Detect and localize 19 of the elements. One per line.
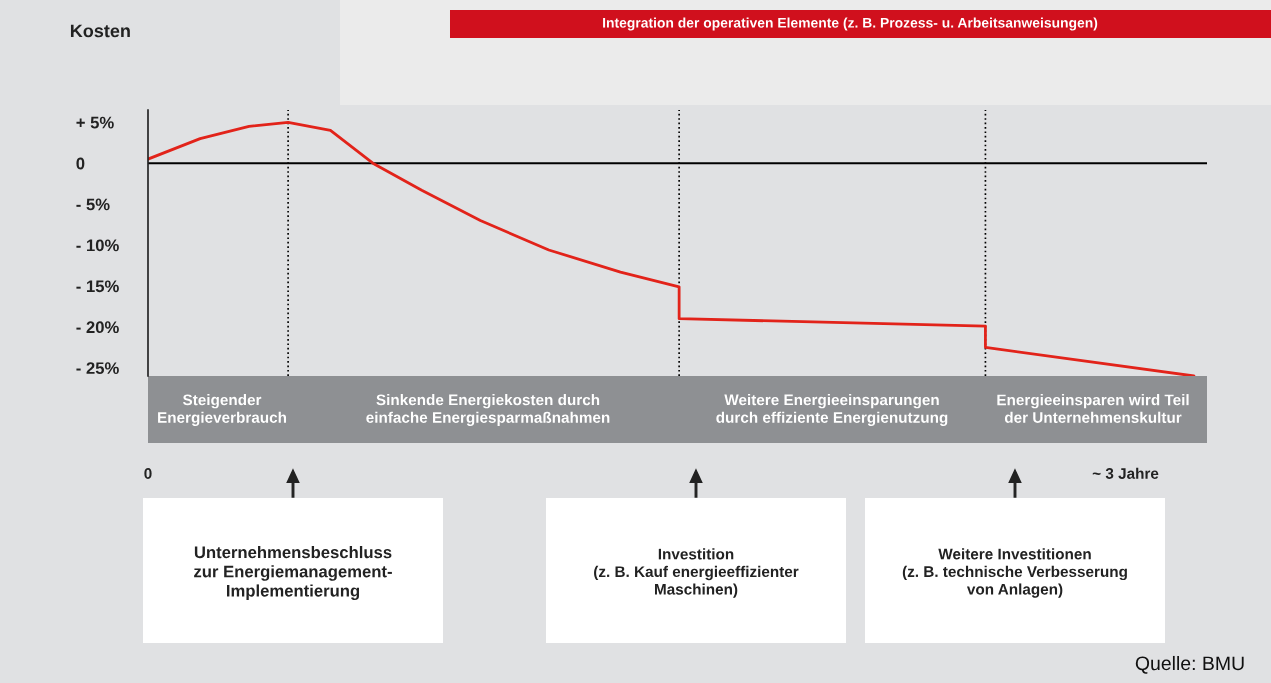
y-axis-title: Kosten — [70, 24, 130, 38]
text: Integration der operativen Elemente (z. B. Prozess- u. Arbeitsanweisungen) — [603, 17, 1098, 31]
y-tick-label: 0 — [76, 157, 85, 170]
text: Sinkende Energiekosten durch einfache Energiesparmaßnahmen — [366, 394, 610, 426]
y-tick-label: - 10% — [76, 239, 119, 252]
text: Weitere Investitionen (z. B. technische Verbesserung von Anlagen) — [902, 548, 1127, 598]
x-tick-label: ~ 3 Jahre — [1092, 467, 1159, 479]
source-note: Quelle: BMU — [1135, 655, 1244, 674]
line-series — [148, 120, 1196, 376]
text: Steigender Energieverbrauch — [158, 394, 287, 426]
y-tick-label: - 15% — [76, 280, 119, 293]
text: Energieeinsparen wird Teil der Unternehmenskultur — [997, 394, 1189, 423]
text: Weitere Energieeinsparungen durch effiziente Energienutzung — [716, 394, 948, 426]
text: Unternehmensbeschluss zur Energiemanagement- Implementierung — [194, 546, 392, 600]
y-tick-label: + 5% — [76, 116, 114, 129]
text: Investition (z. B. Kauf energieeffizienter Maschinen) — [594, 548, 799, 598]
y-tick-label: - 25% — [76, 362, 119, 375]
y-tick-label: - 20% — [76, 321, 119, 334]
y-tick-label: - 5% — [76, 198, 110, 211]
